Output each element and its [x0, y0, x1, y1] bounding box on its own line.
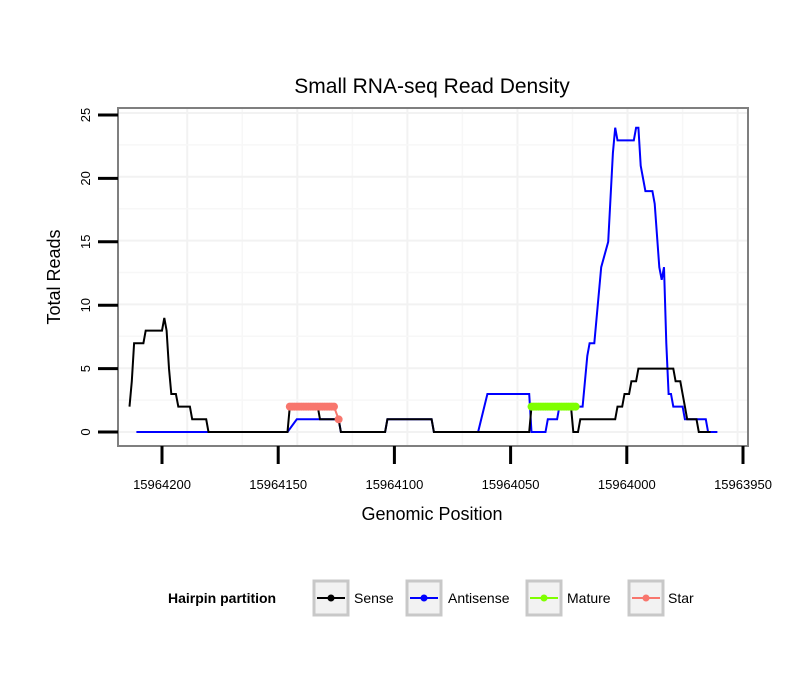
legend-label-star: Star [668, 590, 694, 606]
series-layer [128, 126, 718, 433]
legend-key-point [642, 594, 650, 602]
legend-title: Hairpin partition [168, 590, 276, 606]
x-tick-label: 15964050 [482, 477, 540, 492]
star-point [329, 402, 338, 411]
legend-key-point [327, 594, 335, 602]
y-tick-label: 10 [78, 298, 93, 312]
x-tick-label: 15964100 [365, 477, 423, 492]
plot-panel [117, 107, 749, 447]
legend-key-point [540, 594, 548, 602]
star-point [334, 415, 343, 424]
x-tick-label: 15964000 [598, 477, 656, 492]
x-tick-label: 15964200 [133, 477, 191, 492]
y-tick-label: 25 [78, 108, 93, 122]
x-axis-label: Genomic Position [361, 504, 502, 524]
x-tick-label: 15963950 [714, 477, 772, 492]
legend-key-point [420, 594, 428, 602]
legend-label-antisense: Antisense [448, 590, 510, 606]
legend-label-mature: Mature [567, 590, 611, 606]
y-tick-label: 20 [78, 171, 93, 185]
mature-point [571, 402, 580, 411]
legend: Hairpin partition Sense Antisense Mature St… [168, 579, 694, 617]
ticks-layer: 15964200 15964150 15964100 15964050 15964000… [78, 108, 772, 492]
x-tick-label: 15964150 [249, 477, 307, 492]
y-axis-label: Total Reads [44, 229, 64, 324]
sense-line [128, 317, 711, 433]
y-tick-label: 0 [78, 428, 93, 435]
chart-title: Small RNA-seq Read Density [294, 75, 570, 98]
y-tick-label: 5 [78, 365, 93, 372]
y-tick-label: 15 [78, 235, 93, 249]
legend-label-sense: Sense [354, 590, 394, 606]
